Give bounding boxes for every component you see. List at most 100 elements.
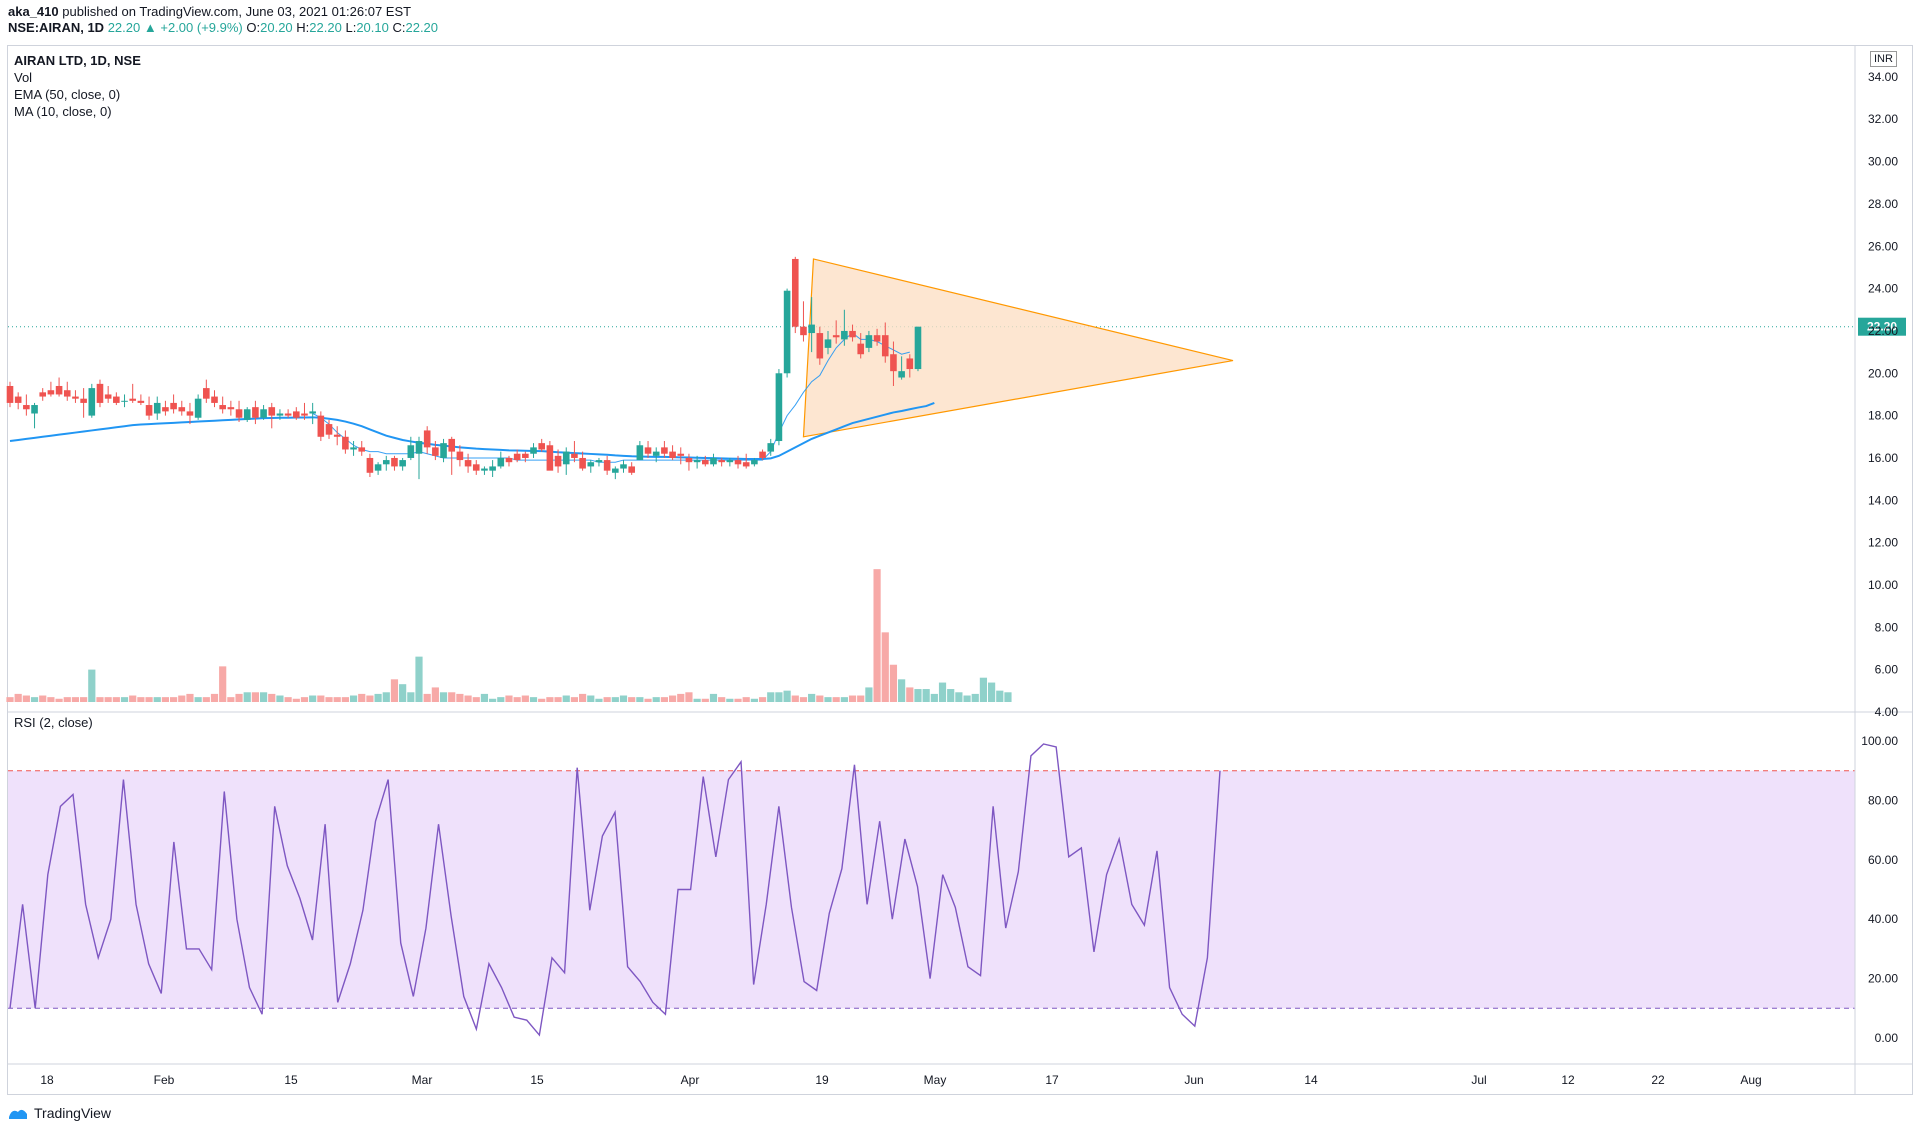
volume-bar [300,697,309,702]
rsi-axis-tick: 100.00 [1861,734,1898,748]
legend-vol[interactable]: Vol [14,70,33,85]
volume-bar [554,697,562,702]
close-label: C: [392,20,406,35]
volume-bar [407,692,415,702]
legend-rsi-label[interactable]: RSI (2, close) [14,715,93,730]
candle [652,447,660,463]
volume-bar [464,695,472,702]
volume-bar [816,695,824,702]
volume-bar [922,689,930,702]
volume-bar [857,695,865,702]
volume-bar [906,687,914,702]
volume-bar [587,695,595,702]
candle [710,453,717,467]
candle-body [832,335,840,338]
volume-bar [742,697,750,702]
volume-bar [538,698,546,702]
candle [423,426,431,454]
candle [153,396,161,420]
volume-bar [349,695,358,702]
candle-body [333,434,341,437]
time-axis-tick: 14 [1304,1073,1318,1087]
candle-body [849,330,856,338]
footer-brand[interactable]: TradingView [34,1105,112,1121]
legend-main[interactable]: AIRAN LTD, 1D, NSE Vol EMA (50, close, 0… [14,52,141,120]
candle-body [718,460,725,463]
candle [6,381,14,408]
rsi-axis-tick: 60.00 [1868,853,1898,867]
volume-bar [480,693,489,702]
legend-ma[interactable]: MA (10, close, 0) [14,104,112,119]
candle [726,457,734,467]
volume-bar [521,695,529,702]
price-pane: 22.20 [6,256,1906,702]
volume-bar [276,695,284,702]
price-axis-tick: 10.00 [1868,578,1898,592]
candle [113,392,120,406]
candle [203,379,210,403]
candle-body [734,460,742,465]
candle [14,392,22,410]
time-axis-tick: Aug [1740,1073,1761,1087]
candle [47,381,55,397]
volume-bar [47,697,55,702]
volume-bar [251,692,259,702]
time-axis-tick: 15 [284,1073,298,1087]
volume-bar [832,697,840,702]
legend-rsi[interactable]: RSI (2, close) [14,714,93,731]
candle [350,441,357,456]
candle-body [587,462,595,467]
legend-symbol[interactable]: AIRAN LTD, 1D, NSE [14,53,141,68]
candle-body [309,411,316,414]
candle-body [219,405,226,410]
volume-bar [881,632,889,702]
publisher-name[interactable]: aka_410 [8,4,59,19]
volume-bar [104,697,112,702]
candle-body [669,451,676,458]
volume-bar [243,692,251,702]
candle-body [276,413,284,416]
volume-bar [750,698,758,702]
volume-bar [194,697,202,702]
candle [562,447,570,475]
candle [513,449,521,463]
footer[interactable]: TradingView [8,1105,111,1121]
candle-body [243,409,251,420]
low-label: L: [345,20,357,35]
volume-bar [693,698,701,702]
candle [23,394,30,416]
candle [464,453,472,473]
volume-bar [202,697,210,702]
candle-body [284,413,292,416]
currency-badge[interactable]: INR [1870,51,1897,67]
time-axis-tick: Mar [412,1073,433,1087]
price-axis-tick: 26.00 [1868,239,1898,253]
candle-body [693,460,701,463]
candle-body [530,447,537,454]
volume-bar [955,692,963,702]
candle-body [129,398,136,401]
candle-body [857,343,865,355]
candle-body [612,468,619,473]
candle [407,436,415,461]
volume-bar [186,693,194,702]
candle-body [432,447,439,456]
volume-bar [570,697,579,702]
time-axis-tick: 22 [1651,1073,1665,1087]
candle [399,457,406,471]
volume-bar [456,693,464,702]
candle [587,460,595,473]
candle-body [710,457,717,465]
candle [522,451,529,463]
volume-bar [734,698,742,702]
candle [767,438,775,456]
candle-body [96,383,104,403]
volume-bar [431,687,439,702]
candle-body [759,451,766,458]
candle [293,407,300,420]
last-price: 22.20 [107,20,141,35]
legend-ema[interactable]: EMA (50, close, 0) [14,87,121,102]
candle-body [342,436,349,450]
price-axis-tick: 14.00 [1868,493,1898,507]
